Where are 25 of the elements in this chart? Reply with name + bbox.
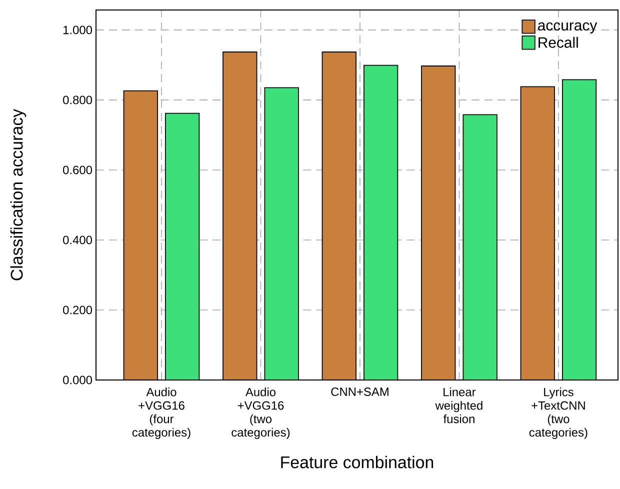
bar <box>264 88 298 380</box>
y-tick-label: 0.400 <box>63 236 92 244</box>
x-tick-label: CNN+SAM <box>331 388 388 396</box>
bar <box>322 52 356 380</box>
y-tick-label: 0.800 <box>63 96 92 104</box>
legend-label: Recall <box>538 36 578 48</box>
x-axis-title: Feature combination <box>281 456 434 468</box>
legend-label: accuracy <box>538 22 598 34</box>
bar <box>124 90 158 380</box>
y-tick-label: 0.200 <box>63 306 92 314</box>
x-tick-label: Audio +VGG16 (two categories) <box>232 388 290 440</box>
bar <box>165 113 200 380</box>
bar <box>562 79 597 380</box>
x-tick-label: Linear weighted fusion <box>435 388 482 424</box>
y-tick-label: 1.000 <box>63 26 92 34</box>
bar <box>223 52 257 380</box>
x-tick-label: Audio +VGG16 (four categories) <box>132 388 190 440</box>
y-axis-title: Classification accuracy <box>10 108 26 280</box>
x-tick-label: Lyrics +TextCNN (two categories) <box>529 388 588 440</box>
y-tick-label: 0.600 <box>63 166 92 174</box>
bar <box>364 65 398 380</box>
bar <box>520 86 555 380</box>
bar <box>463 114 497 380</box>
bar <box>422 66 456 380</box>
y-tick-label: 0.000 <box>63 376 92 384</box>
